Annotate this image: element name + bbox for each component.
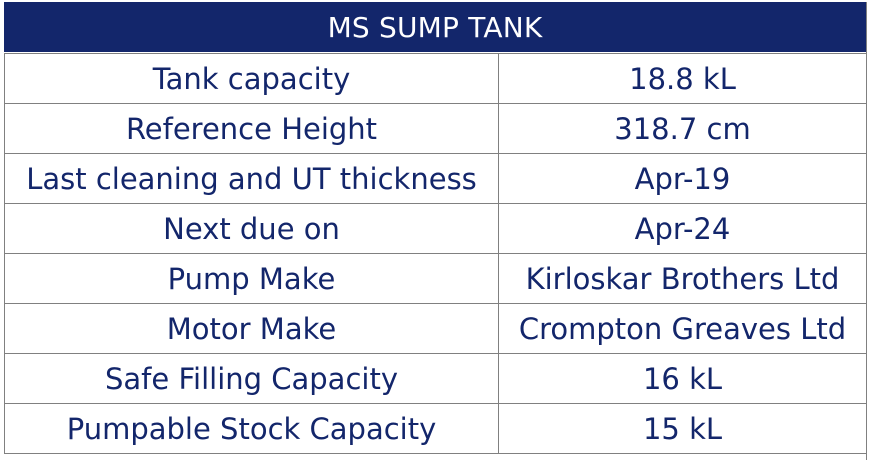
row-label: Pump Make bbox=[4, 253, 499, 304]
row-label: Tank capacity bbox=[4, 53, 499, 104]
row-label: Reference Height bbox=[4, 103, 499, 154]
table-row: Last cleaning and UT thickness Apr-19 bbox=[4, 153, 867, 204]
row-label: Motor Make bbox=[4, 303, 499, 354]
table-row: Reference Height 318.7 cm bbox=[4, 103, 867, 154]
table-title: MS SUMP TANK bbox=[4, 2, 866, 52]
row-value: 18.8 kL bbox=[498, 53, 867, 104]
table-row: Motor Make Crompton Greaves Ltd bbox=[4, 303, 867, 354]
table-row: Pumpable Stock Capacity 15 kL bbox=[4, 403, 867, 454]
table-row: Pump Make Kirloskar Brothers Ltd bbox=[4, 253, 867, 304]
table-row: Tank capacity 18.8 kL bbox=[4, 53, 867, 104]
row-label: Next due on bbox=[4, 203, 499, 254]
row-label: Safe Filling Capacity bbox=[4, 353, 499, 404]
table-row: Next due on Apr-24 bbox=[4, 203, 867, 254]
row-value: Kirloskar Brothers Ltd bbox=[498, 253, 867, 304]
row-label: Last cleaning and UT thickness bbox=[4, 153, 499, 204]
row-value: 16 kL bbox=[498, 353, 867, 404]
spec-table: Tank capacity 18.8 kL Reference Height 3… bbox=[4, 53, 867, 454]
row-value: Crompton Greaves Ltd bbox=[498, 303, 867, 354]
row-value: Apr-19 bbox=[498, 153, 867, 204]
row-value: 15 kL bbox=[498, 403, 867, 454]
table-row: Safe Filling Capacity 16 kL bbox=[4, 353, 867, 404]
row-value: 318.7 cm bbox=[498, 103, 867, 154]
row-label: Pumpable Stock Capacity bbox=[4, 403, 499, 454]
row-value: Apr-24 bbox=[498, 203, 867, 254]
grid-edge bbox=[866, 2, 867, 460]
